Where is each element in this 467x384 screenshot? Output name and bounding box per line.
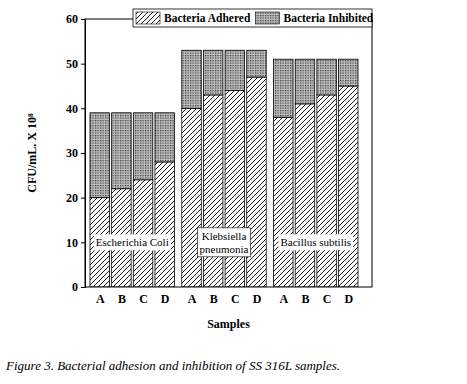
x-tick-label: D xyxy=(344,292,353,306)
bar-segment xyxy=(182,50,201,108)
bars xyxy=(90,50,358,287)
x-tick-label: A xyxy=(96,292,105,306)
y-tick-mark xyxy=(81,64,85,65)
y-tick-mark xyxy=(81,153,85,154)
legend-swatch xyxy=(136,12,160,24)
y-tick-mark xyxy=(81,287,85,288)
x-tick: D xyxy=(253,292,262,306)
bar-segment xyxy=(90,113,109,198)
y-axis-title: CFU/mL. X 10⁸ xyxy=(25,113,39,193)
legend-label: Bacteria Adhered xyxy=(164,12,251,24)
y-axis-line xyxy=(81,20,86,288)
group-label: Klebsiellapneumonia xyxy=(198,228,251,257)
group-label: Bacillus subtilis xyxy=(278,234,353,250)
y-axis: 0 10 20 30 40 50 60 xyxy=(66,12,86,294)
x-axis-title: Samples xyxy=(207,317,250,331)
y-tick-mark xyxy=(81,108,85,109)
bar-segment xyxy=(295,104,314,287)
y-tick-mark xyxy=(81,198,85,199)
bar-segment xyxy=(295,59,314,104)
caption: Figure 3. Bacterial adhesion and inhibit… xyxy=(5,358,340,373)
y-tick: 60 xyxy=(66,12,85,26)
y-tick-label: 10 xyxy=(66,236,78,250)
x-tick: A xyxy=(188,292,197,306)
x-tick: B xyxy=(118,292,126,306)
x-tick-label: C xyxy=(323,292,332,306)
x-tick: C xyxy=(323,292,332,306)
x-tick-label: B xyxy=(301,292,309,306)
y-tick-label: 40 xyxy=(66,102,78,116)
group-label: Escherichia Coli xyxy=(94,234,171,250)
bar-segment xyxy=(133,180,152,287)
legend: Bacteria Adhered Bacteria Inhibited xyxy=(133,9,374,27)
x-tick: C xyxy=(231,292,240,306)
y-tick: 40 xyxy=(66,102,85,116)
bar-segment xyxy=(225,90,244,287)
x-tick: B xyxy=(301,292,309,306)
bar-segment xyxy=(225,50,244,90)
y-tick-label: 0 xyxy=(72,280,78,294)
x-tick: D xyxy=(344,292,353,306)
bar-segment xyxy=(274,59,293,117)
bar-segment xyxy=(317,59,336,95)
group-label-box xyxy=(198,228,251,257)
x-tick: C xyxy=(139,292,148,306)
bar-segment xyxy=(133,113,152,180)
group-label-box xyxy=(278,234,353,250)
x-tick: A xyxy=(279,292,288,306)
y-tick: 50 xyxy=(66,57,85,71)
y-tick-label: 60 xyxy=(66,12,78,26)
x-tick-label: D xyxy=(253,292,262,306)
x-tick-label: A xyxy=(188,292,197,306)
bar-segment xyxy=(155,162,174,287)
x-tick-label: B xyxy=(210,292,218,306)
x-tick: A xyxy=(96,292,105,306)
group-label-text: Klebsiella xyxy=(202,230,247,242)
y-tick: 20 xyxy=(66,191,85,205)
bar-segment xyxy=(247,50,266,77)
x-tick-label: D xyxy=(161,292,170,306)
x-tick: D xyxy=(161,292,170,306)
bar-segment xyxy=(317,95,336,287)
legend-label: Bacteria Inhibited xyxy=(284,12,374,24)
group-label-text: pneumonia xyxy=(200,243,249,255)
x-tick-label: A xyxy=(279,292,288,306)
plot-frame xyxy=(85,19,372,287)
group-label-text: Bacillus subtilis xyxy=(280,236,351,248)
y-tick: 10 xyxy=(66,236,85,250)
y-tick-mark xyxy=(81,19,85,20)
y-tick: 30 xyxy=(66,146,85,160)
bar-segment xyxy=(339,59,358,86)
group-label-text: Escherichia Coli xyxy=(96,236,169,248)
bar-segment xyxy=(112,113,131,189)
bar-segment xyxy=(274,117,293,287)
x-tick-label: B xyxy=(118,292,126,306)
bar-segment xyxy=(155,113,174,162)
bar-segment xyxy=(339,86,358,287)
y-tick: 0 xyxy=(72,280,85,294)
x-axis: ABCDABCDABCD xyxy=(96,292,354,306)
legend-swatch xyxy=(256,12,280,24)
x-tick-label: C xyxy=(139,292,148,306)
bar-segment xyxy=(182,108,201,287)
y-tick-label: 30 xyxy=(66,146,78,160)
bar-segment xyxy=(203,95,222,287)
y-tick-mark xyxy=(81,242,85,243)
y-tick-label: 50 xyxy=(66,57,78,71)
chart: 0102030405060ABCDABCDABCDSamplesCFU/mL. … xyxy=(0,0,467,384)
x-tick: B xyxy=(210,292,218,306)
x-tick-label: C xyxy=(231,292,240,306)
bar-segment xyxy=(203,50,222,95)
group-label-box xyxy=(94,234,171,250)
y-tick-label: 20 xyxy=(66,191,78,205)
